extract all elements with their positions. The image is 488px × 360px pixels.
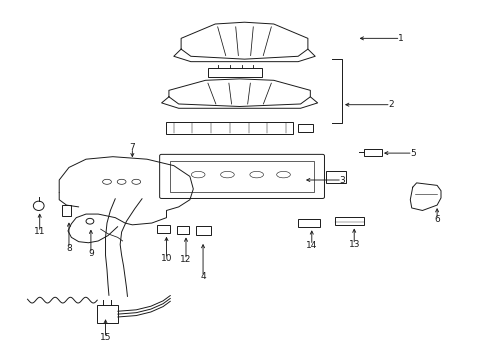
Text: 4: 4 <box>200 272 205 281</box>
Text: 2: 2 <box>387 100 393 109</box>
Text: 5: 5 <box>409 149 415 158</box>
Text: 15: 15 <box>100 333 111 342</box>
Text: 10: 10 <box>161 255 172 264</box>
Text: 7: 7 <box>129 143 135 152</box>
Text: 12: 12 <box>180 255 191 264</box>
Text: 1: 1 <box>397 34 403 43</box>
Text: 13: 13 <box>348 240 359 249</box>
Text: 14: 14 <box>305 241 317 250</box>
Text: 3: 3 <box>339 176 344 185</box>
Text: 11: 11 <box>34 228 45 237</box>
Text: 9: 9 <box>88 249 94 258</box>
Text: 8: 8 <box>66 244 72 253</box>
Text: 6: 6 <box>433 215 439 224</box>
